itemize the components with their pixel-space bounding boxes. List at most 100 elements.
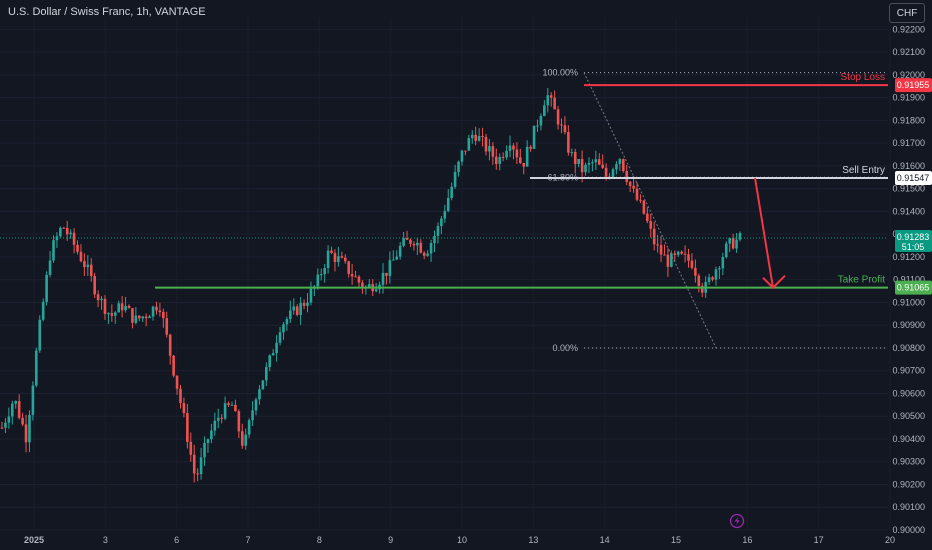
candle-body: [134, 315, 138, 323]
candle-body: [632, 185, 635, 189]
x-tick-label: 8: [317, 535, 322, 545]
x-tick-label: 20: [885, 535, 895, 545]
fibonacci-retracement: 100.00%61.80%0.00%: [542, 68, 888, 353]
x-tick-label: 14: [600, 535, 610, 545]
candle-body: [683, 253, 687, 255]
y-tick-label: 0.90000: [892, 525, 925, 535]
candle-body: [158, 310, 162, 313]
candle-body: [460, 150, 464, 162]
candle-body: [488, 146, 491, 152]
candle-body: [31, 385, 35, 415]
candle-body: [646, 213, 649, 222]
candle-body: [210, 430, 213, 440]
candle-body: [289, 310, 292, 320]
y-tick-label: 0.91000: [892, 297, 925, 307]
replay-icon[interactable]: [729, 513, 745, 529]
y-tick-label: 0.91100: [893, 275, 925, 285]
candle-body: [573, 152, 577, 165]
candle-body: [24, 424, 28, 443]
candle-body: [216, 417, 220, 421]
candle-body: [258, 389, 261, 400]
candle-body: [621, 159, 625, 172]
y-tick-label: 0.92200: [892, 24, 925, 34]
candle-body: [292, 306, 296, 311]
candle-body: [165, 318, 169, 335]
candle-body: [268, 355, 272, 368]
candle-body: [319, 274, 323, 276]
candle-body: [4, 422, 7, 428]
candle-body: [666, 254, 670, 267]
arrow-head: [762, 274, 786, 290]
price-levels: Stop Loss Sell Entry Take Profit: [155, 72, 888, 289]
candle-body: [532, 125, 536, 149]
x-tick-label: 13: [528, 535, 538, 545]
candle-body: [388, 260, 392, 276]
x-tick-label: 2025: [24, 535, 44, 545]
candle-body: [124, 305, 127, 311]
candle-body: [172, 355, 175, 376]
price-tag: [895, 78, 932, 93]
candle-body: [539, 115, 543, 126]
candle-body: [89, 264, 93, 277]
candle-body: [728, 238, 732, 244]
candle-body: [433, 235, 436, 243]
candle-body: [567, 132, 570, 153]
candle-body: [649, 221, 653, 229]
candle-body: [477, 135, 481, 141]
fib-trend-line: [583, 72, 717, 349]
candle-body: [470, 134, 474, 139]
candle-body: [560, 124, 563, 126]
candle-body: [508, 145, 512, 151]
candle-body: [306, 302, 309, 306]
candle-body: [515, 149, 519, 158]
candle-body: [522, 163, 526, 167]
candle-body: [343, 257, 347, 262]
candle-body: [587, 162, 591, 165]
candle-body: [220, 417, 223, 419]
candle-body: [62, 227, 66, 229]
candle-body: [577, 158, 580, 165]
candle-countdown: 51:05: [902, 242, 925, 252]
candle-body: [175, 375, 179, 389]
y-tick-label: 0.91700: [892, 138, 925, 148]
candle-body: [563, 125, 567, 133]
currency-button[interactable]: CHF: [889, 3, 925, 23]
candle-body: [525, 146, 529, 167]
candle-body: [597, 159, 601, 165]
candle-body: [234, 404, 237, 412]
candle-body: [265, 367, 268, 381]
current-price-label: 0.91283: [897, 232, 930, 242]
candle-body: [519, 157, 522, 164]
candle-body: [738, 232, 742, 240]
candle-body: [556, 109, 560, 125]
time-axis: 2025 3 6 7 8 9 10 13 14 15 16 17 20: [24, 535, 895, 545]
candle-body: [148, 316, 151, 319]
price-tag: [895, 170, 932, 185]
fib-level-label: 0.00%: [552, 343, 578, 353]
price-tag-label: 0.91955: [897, 80, 930, 90]
candle-body: [536, 125, 539, 127]
candle-body: [652, 228, 656, 245]
y-tick-label: 0.90800: [892, 343, 925, 353]
candle-body: [196, 473, 199, 475]
y-tick-label: 0.90500: [892, 411, 925, 421]
candle-body: [663, 254, 666, 256]
candle-body: [271, 352, 275, 356]
candle-body: [41, 301, 45, 320]
candle-body: [120, 303, 124, 311]
candle-body: [316, 274, 320, 287]
candle-body: [395, 256, 399, 260]
candle-body: [481, 135, 484, 137]
candle-body: [278, 332, 282, 343]
y-tick-label: 0.90200: [892, 479, 925, 489]
candle-body: [35, 350, 38, 386]
level-label: Stop Loss: [841, 72, 885, 83]
candle-body: [76, 244, 79, 252]
candle-body: [676, 251, 680, 255]
candle-body: [55, 236, 59, 241]
candle-body: [323, 268, 326, 275]
candle-body: [227, 403, 230, 405]
candle-body: [546, 95, 550, 106]
candle-body: [199, 457, 203, 475]
